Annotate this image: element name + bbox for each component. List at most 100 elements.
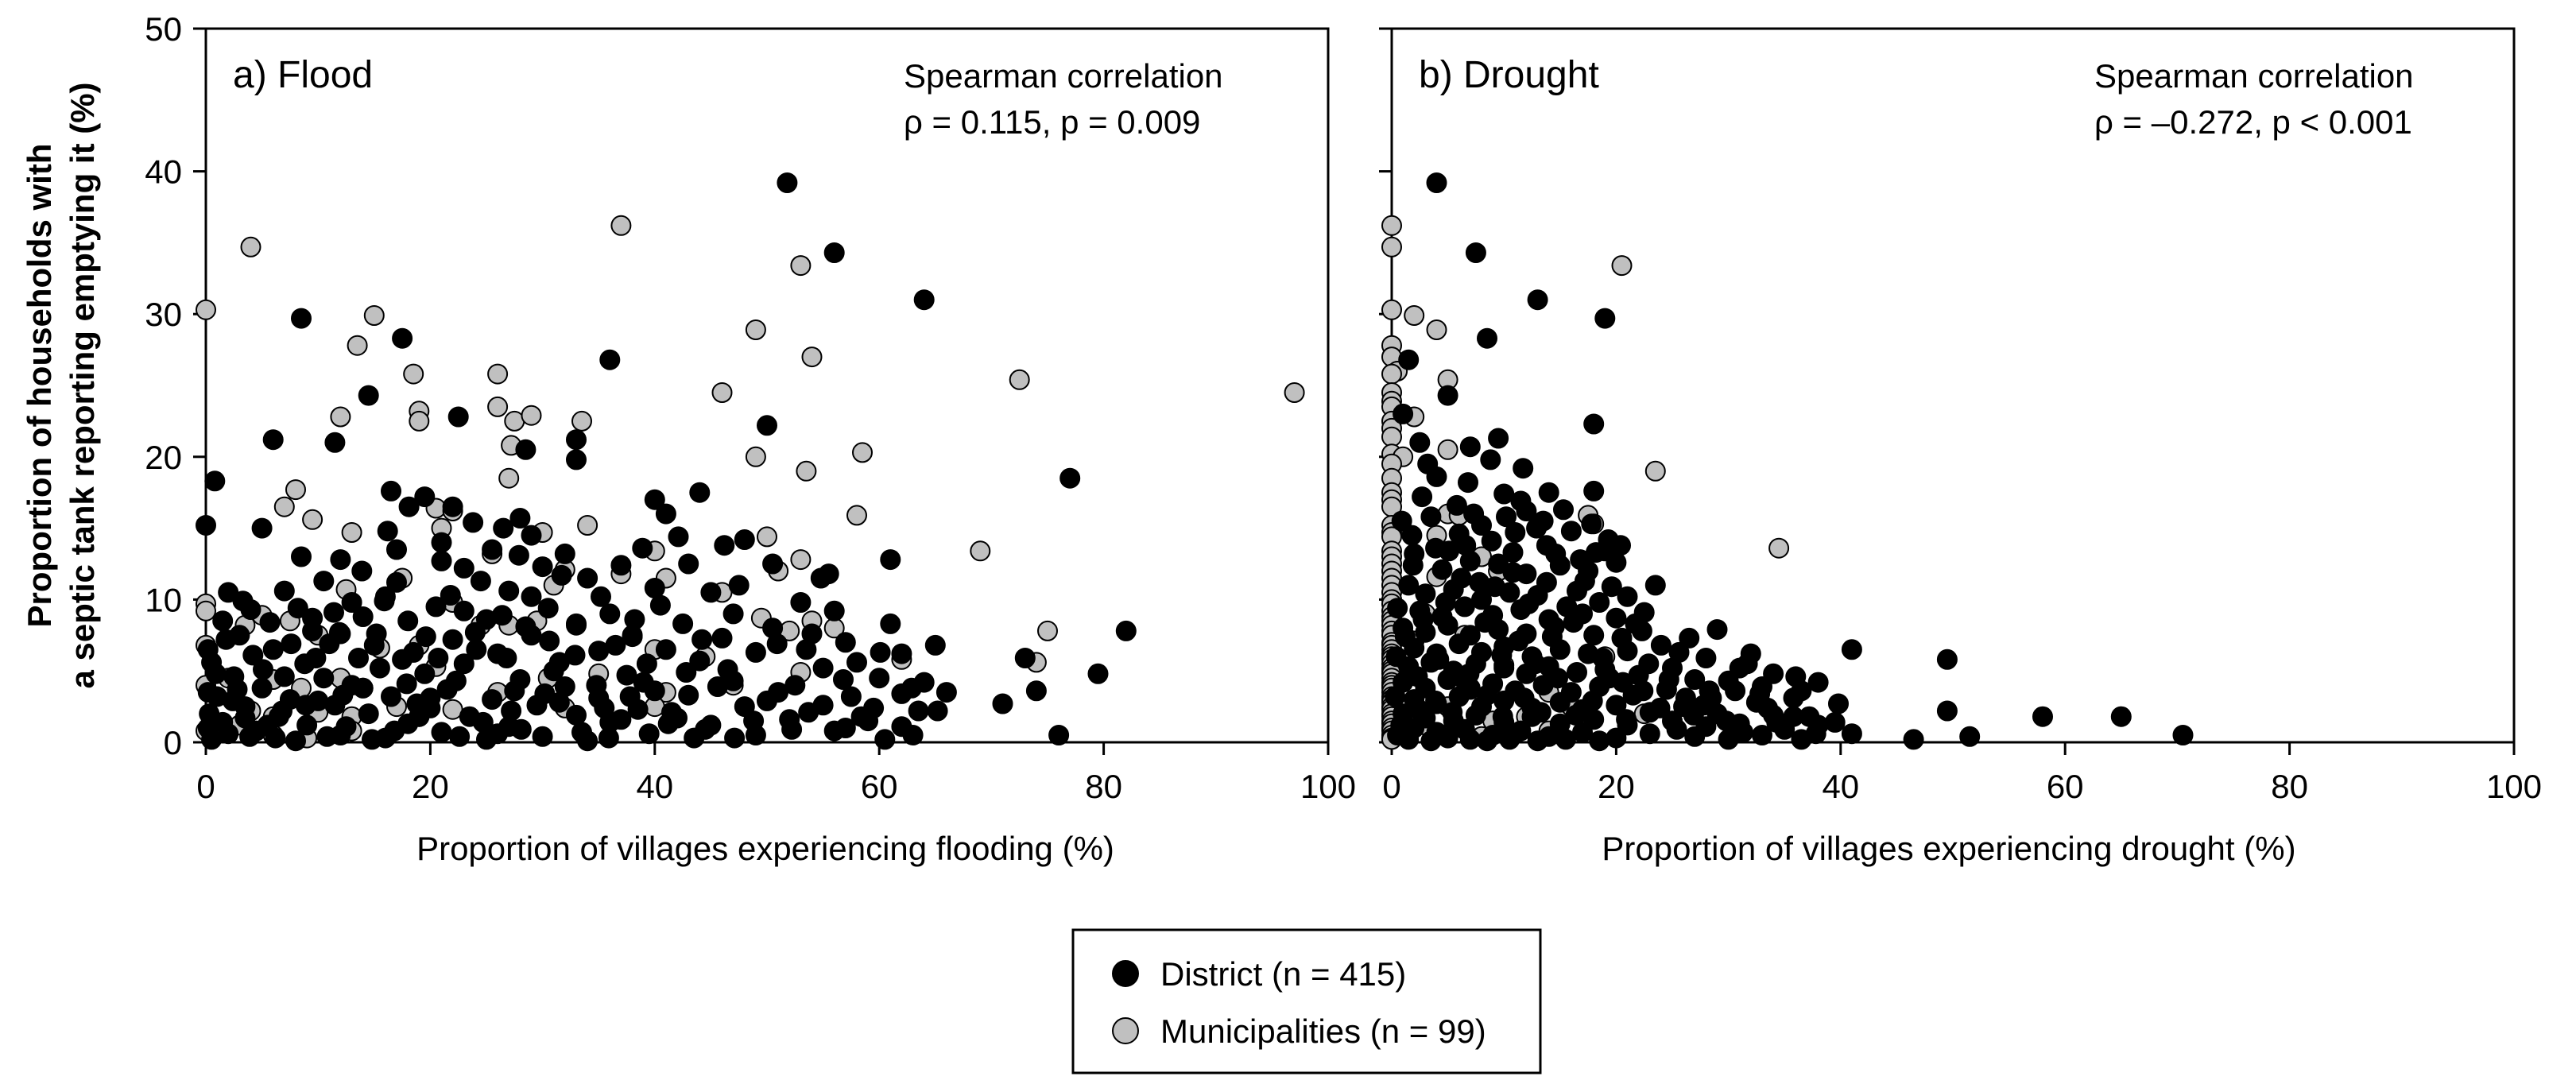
legend-label-district: District (n = 415): [1160, 955, 1406, 993]
y-tick-label-flood: 40: [145, 153, 182, 191]
district-point: [591, 586, 611, 607]
district-point: [1526, 517, 1548, 539]
district-point: [374, 590, 395, 612]
district-point: [1545, 543, 1567, 564]
district-point: [599, 349, 621, 370]
district-point: [1706, 619, 1728, 641]
district-point: [691, 629, 713, 650]
district-point: [798, 702, 819, 723]
district-point: [599, 603, 621, 625]
district-point: [1059, 467, 1081, 489]
district-point: [1431, 559, 1453, 580]
municipality-point: [341, 522, 362, 543]
district-point: [840, 686, 862, 707]
district-point: [908, 700, 929, 722]
district-point: [707, 676, 728, 697]
district-point: [1536, 571, 1557, 593]
municipality-point: [285, 479, 306, 501]
district-point: [1633, 680, 1654, 702]
district-point: [296, 714, 318, 736]
district-point: [197, 682, 219, 703]
district-point: [1513, 458, 1534, 479]
district-point: [1477, 730, 1497, 752]
ticks-flood: 0 20 40 60 80 100 0 10 20 30 40 50: [145, 10, 1356, 805]
district-point: [470, 571, 491, 592]
district-point: [564, 645, 586, 666]
district-point: [464, 621, 486, 643]
x-tick-label-flood: 0: [196, 768, 215, 805]
district-point: [1502, 562, 1524, 583]
district-point: [2032, 706, 2053, 727]
district-point: [1639, 723, 1660, 745]
district-point: [1465, 704, 1486, 726]
district-point: [1488, 428, 1509, 449]
district-point: [566, 704, 587, 726]
district-point: [1385, 686, 1406, 707]
district-point: [1553, 499, 1574, 521]
district-point: [1610, 535, 1631, 556]
district-point: [1087, 663, 1109, 684]
district-point: [1492, 706, 1513, 727]
district-point: [1474, 612, 1496, 633]
district-point: [734, 529, 755, 550]
district-point: [1465, 242, 1486, 263]
district-point: [1650, 634, 1671, 656]
district-point: [1715, 710, 1737, 732]
district-point: [1841, 639, 1862, 660]
district-point: [1417, 453, 1439, 474]
district-point: [532, 556, 553, 578]
municipality-point: [1437, 439, 1458, 460]
district-point: [1538, 482, 1559, 503]
municipality-point: [240, 236, 261, 257]
district-point: [1390, 714, 1412, 736]
district-point: [1936, 700, 1958, 722]
district-point: [1541, 626, 1563, 648]
district-point: [850, 706, 872, 727]
district-point: [1936, 649, 1958, 670]
district-point: [655, 639, 676, 660]
district-point: [649, 594, 671, 616]
district-point: [335, 716, 357, 738]
municipality-point: [1426, 319, 1447, 340]
district-point: [1459, 436, 1481, 458]
municipality-point: [302, 509, 323, 530]
district-point: [766, 633, 788, 655]
district-point: [381, 480, 401, 501]
municipality-point: [196, 299, 216, 320]
district-point: [823, 720, 845, 741]
district-point: [1649, 697, 1671, 718]
spearman-stats-flood: ρ = 0.115, p = 0.009: [904, 103, 1200, 141]
district-point: [745, 641, 766, 663]
district-point: [1592, 648, 1613, 668]
district-point: [442, 496, 463, 517]
district-point: [846, 652, 867, 673]
district-point: [384, 720, 405, 741]
district-point: [619, 686, 641, 707]
district-point: [913, 289, 935, 311]
municipality-point: [1381, 363, 1402, 385]
municipality-point: [796, 460, 817, 482]
district-point: [1749, 683, 1771, 704]
y-tick-label-flood: 30: [145, 296, 182, 333]
district-point: [397, 610, 419, 632]
municipality-point: [1037, 620, 1058, 641]
district-point: [1513, 687, 1535, 709]
district-point: [445, 670, 467, 691]
district-point: [205, 663, 227, 684]
legend-label-municipalities: Municipalities (n = 99): [1160, 1012, 1486, 1050]
district-point: [285, 730, 306, 752]
district-point: [1638, 653, 1660, 675]
district-point: [1805, 723, 1826, 745]
district-point: [1480, 449, 1501, 470]
district-point: [1548, 668, 1568, 689]
district-point: [1959, 726, 1981, 747]
district-point: [1555, 729, 1576, 750]
district-point: [644, 489, 665, 510]
x-tick-label-flood: 100: [1300, 768, 1356, 805]
district-point: [1014, 648, 1036, 668]
district-point: [324, 432, 346, 453]
district-point: [610, 709, 632, 730]
district-point: [586, 675, 607, 696]
district-point: [1583, 480, 1605, 501]
